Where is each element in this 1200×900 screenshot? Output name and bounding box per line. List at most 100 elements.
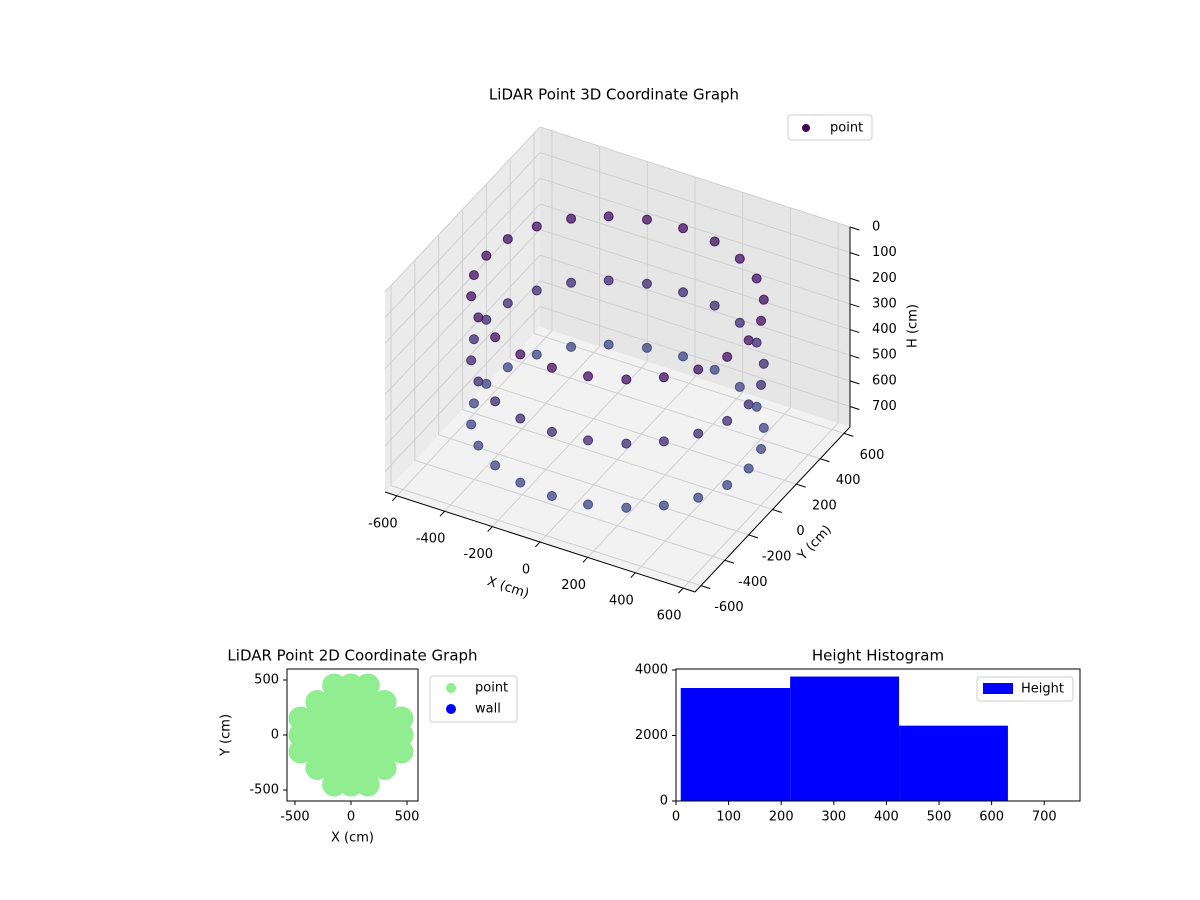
point bbox=[678, 351, 689, 362]
point bbox=[751, 337, 762, 348]
point bbox=[322, 739, 347, 764]
point bbox=[502, 362, 513, 373]
y-tick-label: -400 bbox=[738, 575, 768, 590]
y-tick-label: -600 bbox=[714, 600, 744, 615]
chart-title: Height Histogram bbox=[812, 647, 944, 665]
x-axis-label: X (cm) bbox=[331, 831, 374, 846]
point bbox=[372, 690, 397, 714]
point bbox=[658, 372, 669, 383]
point bbox=[468, 270, 479, 281]
grid-line bbox=[539, 152, 851, 254]
point bbox=[468, 398, 479, 409]
grid-line bbox=[539, 280, 851, 382]
tick-mark bbox=[849, 329, 860, 334]
grid-line bbox=[384, 229, 541, 395]
x-tick-label: 100 bbox=[716, 810, 741, 825]
point bbox=[531, 285, 542, 296]
point bbox=[338, 673, 363, 698]
grid-line bbox=[384, 280, 541, 447]
x-tick-label: -500 bbox=[280, 810, 310, 825]
point bbox=[473, 440, 484, 451]
point bbox=[658, 500, 669, 511]
grid-line bbox=[414, 459, 725, 561]
point bbox=[338, 690, 363, 714]
legend-marker bbox=[446, 704, 456, 714]
tick-mark bbox=[487, 526, 493, 532]
x-tick-label: 700 bbox=[1032, 810, 1057, 825]
y-axis-label: Y (cm) bbox=[219, 714, 234, 757]
point bbox=[389, 706, 414, 731]
bar bbox=[680, 687, 791, 801]
point bbox=[678, 223, 689, 234]
point bbox=[372, 706, 397, 731]
point bbox=[678, 287, 689, 298]
point bbox=[305, 756, 330, 780]
tick-mark bbox=[843, 432, 854, 437]
x-tick-label: -200 bbox=[464, 547, 494, 562]
z-tick-label: 300 bbox=[872, 296, 897, 311]
x-tick-label: 300 bbox=[821, 810, 846, 825]
point bbox=[338, 706, 363, 731]
point bbox=[641, 214, 652, 225]
point bbox=[372, 739, 397, 764]
grid-line bbox=[384, 152, 541, 318]
point bbox=[693, 492, 704, 503]
point bbox=[734, 381, 745, 392]
z-tick-label: 400 bbox=[872, 322, 897, 337]
tick-mark bbox=[849, 380, 860, 385]
grid-line bbox=[533, 332, 845, 434]
point bbox=[756, 379, 767, 390]
point bbox=[758, 294, 769, 305]
point bbox=[621, 438, 632, 449]
point bbox=[566, 213, 577, 224]
point bbox=[372, 723, 397, 747]
point bbox=[372, 756, 397, 780]
tick-mark bbox=[849, 226, 860, 231]
grid-line bbox=[539, 229, 851, 331]
point bbox=[751, 273, 762, 284]
point bbox=[621, 374, 632, 385]
legend-label: point bbox=[475, 681, 508, 696]
point bbox=[583, 435, 594, 446]
point bbox=[758, 358, 769, 369]
x-tick-label: 600 bbox=[979, 810, 1004, 825]
z-tick-label: 200 bbox=[872, 271, 897, 286]
point bbox=[355, 772, 380, 797]
y-tick-label: -500 bbox=[249, 783, 279, 798]
point bbox=[355, 739, 380, 764]
point bbox=[722, 415, 733, 426]
grid-line bbox=[539, 177, 851, 279]
grid-line bbox=[539, 203, 851, 305]
point bbox=[473, 376, 484, 387]
y-tick-label: 0 bbox=[271, 728, 279, 743]
tick-mark bbox=[582, 557, 589, 563]
point bbox=[305, 706, 330, 731]
y-tick-label: -200 bbox=[762, 549, 792, 564]
tick-mark bbox=[820, 458, 830, 463]
point bbox=[756, 443, 767, 454]
legend-label: point bbox=[830, 121, 863, 136]
x-tick-label: 0 bbox=[347, 810, 355, 825]
x-tick-label: 0 bbox=[522, 563, 530, 578]
z-tick-label: 700 bbox=[872, 399, 897, 414]
point bbox=[490, 396, 501, 407]
point bbox=[338, 723, 363, 747]
axis-line bbox=[694, 426, 851, 593]
grid-line bbox=[539, 254, 851, 356]
tick-mark bbox=[678, 587, 684, 594]
x-axis-label: X (cm) bbox=[485, 574, 531, 602]
tick-mark bbox=[700, 585, 711, 590]
tick-mark bbox=[748, 534, 759, 539]
point bbox=[502, 298, 513, 309]
point bbox=[288, 739, 313, 764]
x-tick-label: 400 bbox=[874, 810, 899, 825]
tick-mark bbox=[724, 559, 735, 564]
z-tick-label: 0 bbox=[872, 220, 880, 235]
point bbox=[722, 351, 733, 362]
point bbox=[515, 477, 526, 488]
point bbox=[305, 690, 330, 714]
point bbox=[658, 436, 669, 447]
point bbox=[546, 362, 557, 373]
point bbox=[515, 413, 526, 424]
tick-mark bbox=[630, 572, 636, 579]
